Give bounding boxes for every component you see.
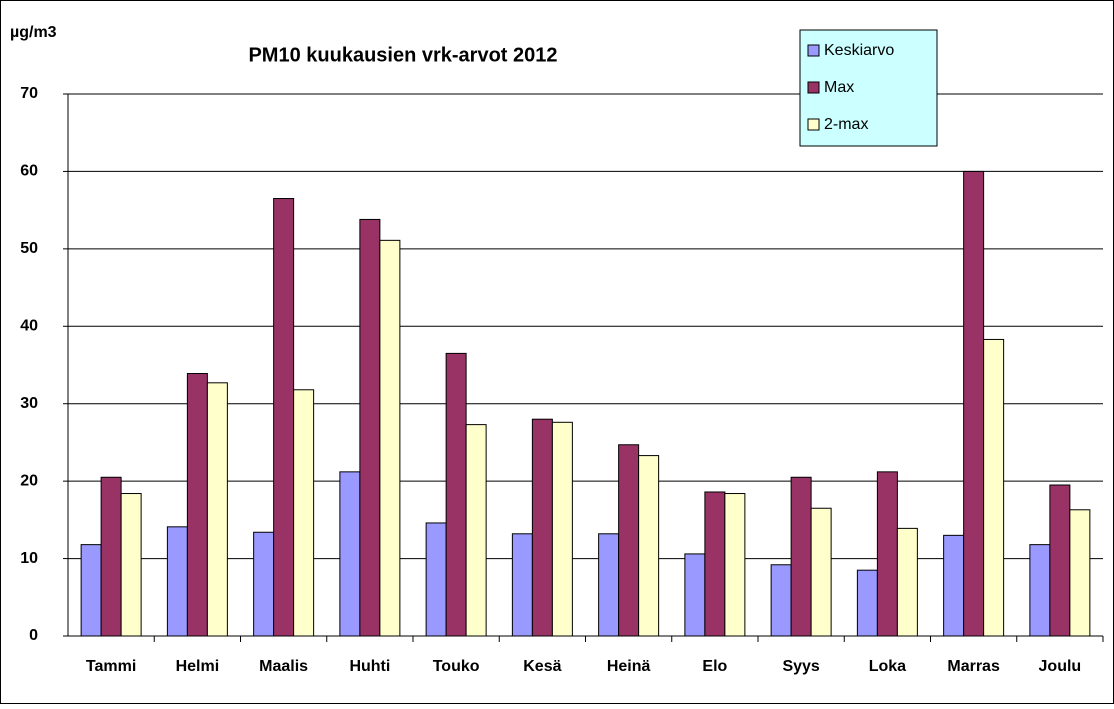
bar [1069,509,1091,637]
bar [253,531,275,637]
bar [186,373,208,637]
bar [684,553,706,637]
legend-box [799,29,938,147]
bar [598,533,620,637]
x-tick-label: Touko [433,658,480,675]
bar [876,471,898,637]
bar [963,170,985,637]
bar [273,198,295,637]
x-tick-label: Heinä [607,658,651,675]
x-tick-label: Helmi [176,658,220,675]
y-tick-label: 10 [20,550,38,567]
bar [166,526,188,637]
bar [80,544,102,637]
bar [943,534,965,637]
bar [856,569,878,637]
x-tick-label: Marras [947,658,1000,675]
bar [339,471,361,637]
bar [379,239,401,637]
x-tick-label: Kesä [523,658,561,675]
x-tick-label: Loka [869,658,906,675]
bar [206,382,228,637]
legend-label: Keskiarvo [824,42,894,59]
legend-swatch [807,81,820,94]
y-tick-label: 0 [29,627,38,644]
bar [293,389,315,637]
x-tick-label: Tammi [86,658,136,675]
y-tick-label: 70 [20,85,38,102]
bar [638,455,660,637]
x-tick-label: Huhti [349,658,390,675]
bar [531,418,553,637]
bar [445,352,467,637]
bar [1049,484,1071,637]
bar [465,424,487,637]
x-tick-label: Syys [782,658,819,675]
bar [100,476,122,637]
bar [983,338,1005,637]
bar [1029,544,1051,637]
bar [704,491,726,637]
y-tick-label: 20 [20,472,38,489]
bar [359,218,381,637]
bar [618,444,640,637]
bar [810,507,832,637]
bar [425,522,447,637]
y-tick-label: 60 [20,163,38,180]
bar [724,493,746,637]
bar [896,527,918,637]
y-tick-label: 30 [20,395,38,412]
legend-swatch [807,44,820,57]
legend-swatch [807,118,820,131]
x-tick-label: Maalis [259,658,308,675]
bar [790,476,812,637]
bar [511,533,533,637]
x-tick-label: Elo [702,658,727,675]
y-axis-label: µg/m3 [10,24,57,41]
bar [770,564,792,637]
y-tick-label: 50 [20,240,38,257]
chart-title: PM10 kuukausien vrk-arvot 2012 [248,44,557,66]
bar [551,421,573,637]
x-tick-label: Joulu [1039,658,1082,675]
legend-label: Max [824,79,854,96]
legend-label: 2-max [824,116,868,133]
y-tick-label: 40 [20,318,38,335]
bar [120,493,142,637]
